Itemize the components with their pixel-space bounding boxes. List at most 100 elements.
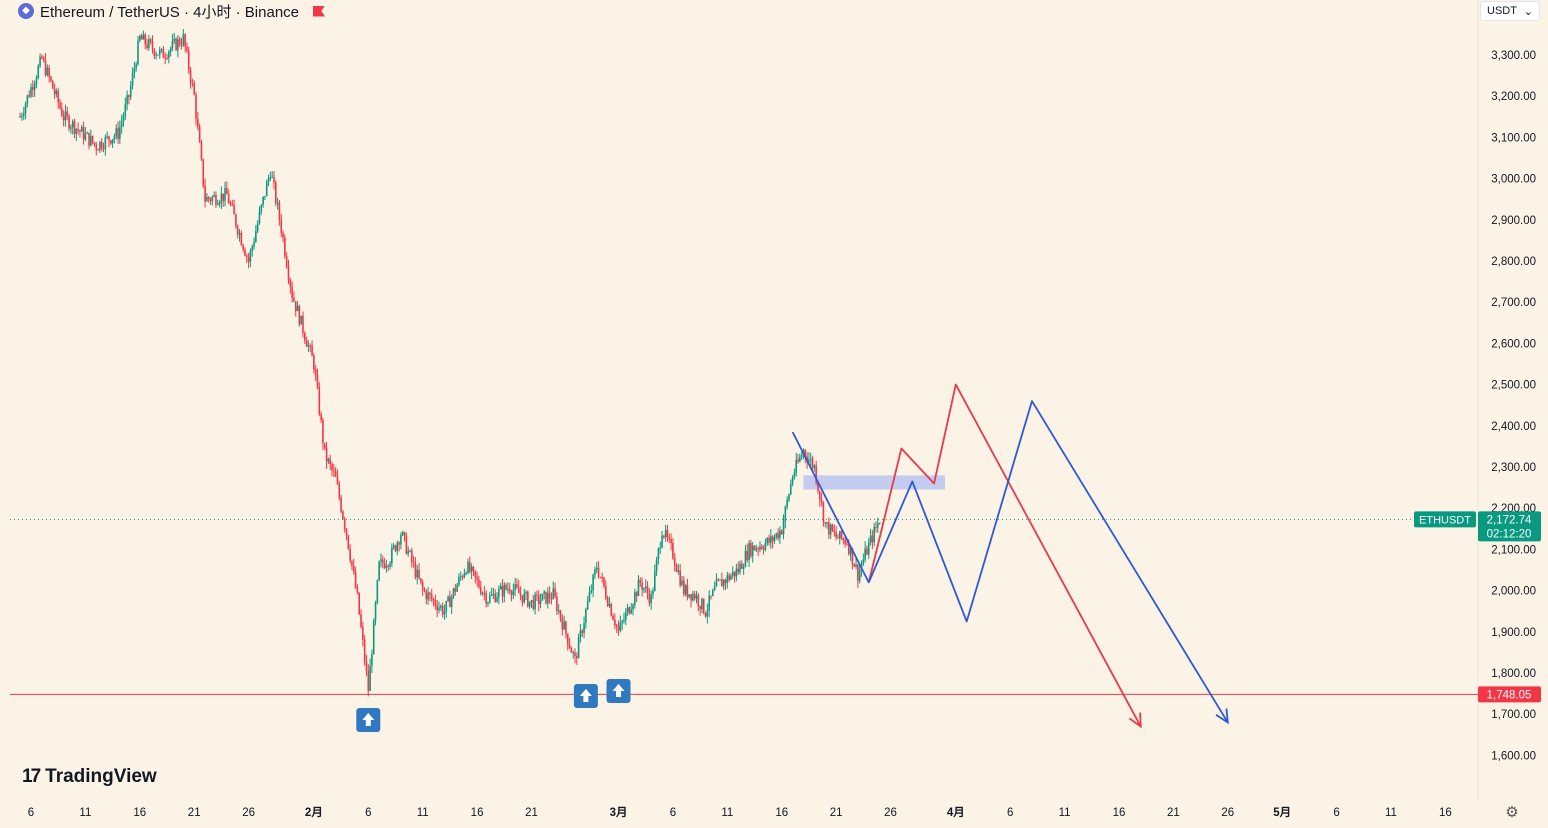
candle-body[interactable] [474, 570, 477, 578]
candle-body[interactable] [189, 69, 192, 83]
candle-body[interactable] [372, 620, 375, 655]
candle-body[interactable] [485, 593, 487, 604]
candle-body[interactable] [120, 121, 123, 128]
candle-body[interactable] [360, 614, 362, 628]
candle-body[interactable] [93, 142, 96, 145]
candle-body[interactable] [773, 537, 776, 542]
candle-body[interactable] [392, 545, 395, 548]
candle-body[interactable] [663, 535, 665, 538]
candle-body[interactable] [683, 580, 685, 595]
candle-body[interactable] [684, 585, 687, 595]
candle-body[interactable] [586, 601, 589, 610]
candle-body[interactable] [612, 615, 614, 620]
candle-body[interactable] [641, 582, 643, 590]
candle-body[interactable] [831, 524, 834, 531]
candle-body[interactable] [476, 577, 478, 580]
candle-body[interactable] [207, 197, 210, 200]
candle-body[interactable] [162, 49, 165, 58]
candle-body[interactable] [296, 306, 299, 312]
candle-body[interactable] [820, 499, 823, 503]
candle-body[interactable] [289, 279, 292, 287]
candle-body[interactable] [866, 548, 868, 555]
candle-body[interactable] [151, 41, 154, 50]
candle-body[interactable] [864, 548, 866, 560]
candle-body[interactable] [624, 612, 627, 620]
candle-body[interactable] [304, 333, 306, 341]
candle-body[interactable] [278, 202, 281, 220]
candle-body[interactable] [320, 414, 322, 421]
candle-body[interactable] [420, 578, 422, 583]
candle-body[interactable] [21, 115, 23, 117]
candle-body[interactable] [532, 600, 535, 609]
candle-body[interactable] [760, 546, 763, 549]
candle-body[interactable] [779, 530, 781, 539]
candle-body[interactable] [276, 202, 279, 204]
candle-body[interactable] [706, 610, 709, 617]
candle-body[interactable] [570, 647, 573, 653]
candle-body[interactable] [461, 576, 464, 578]
candle-body[interactable] [846, 543, 848, 545]
candle-body[interactable] [164, 57, 166, 59]
candle-body[interactable] [340, 497, 342, 512]
candle-body[interactable] [574, 652, 576, 657]
candle-body[interactable] [385, 565, 388, 568]
candle-body[interactable] [537, 594, 540, 604]
candle-body[interactable] [269, 177, 272, 179]
candle-body[interactable] [19, 116, 21, 118]
candle-body[interactable] [445, 601, 448, 612]
candle-body[interactable] [249, 250, 252, 262]
candle-body[interactable] [458, 577, 460, 585]
candle-body[interactable] [86, 132, 89, 134]
candle-body[interactable] [235, 214, 237, 227]
candle-body[interactable] [440, 605, 442, 608]
candle-body[interactable] [617, 626, 620, 631]
candle-body[interactable] [115, 128, 118, 137]
candle-body[interactable] [284, 237, 286, 257]
candle-body[interactable] [481, 592, 484, 594]
candle-body[interactable] [342, 511, 344, 519]
candle-body[interactable] [719, 579, 721, 581]
candle-body[interactable] [742, 566, 745, 569]
candle-body[interactable] [309, 345, 312, 347]
candle-body[interactable] [541, 593, 544, 601]
candle-body[interactable] [735, 568, 738, 577]
candle-body[interactable] [222, 193, 225, 201]
candle-body[interactable] [358, 592, 361, 615]
candle-body[interactable] [157, 54, 159, 56]
candle-body[interactable] [849, 547, 852, 554]
candle-body[interactable] [759, 546, 761, 550]
candle-body[interactable] [721, 579, 723, 587]
candle-body[interactable] [576, 656, 578, 659]
candle-body[interactable] [519, 593, 522, 596]
candle-body[interactable] [352, 565, 355, 572]
candle-body[interactable] [412, 561, 415, 563]
candle-body[interactable] [70, 127, 72, 129]
candle-body[interactable] [766, 538, 769, 544]
candle-body[interactable] [556, 596, 558, 611]
candle-body[interactable] [804, 450, 807, 457]
candle-body[interactable] [699, 605, 701, 610]
candle-body[interactable] [400, 535, 402, 545]
candle-body[interactable] [844, 539, 846, 544]
candle-body[interactable] [84, 133, 87, 140]
candle-body[interactable] [88, 132, 90, 146]
candle-body[interactable] [407, 550, 409, 554]
candle-body[interactable] [517, 587, 520, 594]
candle-body[interactable] [394, 545, 397, 551]
candle-body[interactable] [91, 135, 94, 143]
candle-body[interactable] [479, 587, 482, 594]
candle-body[interactable] [784, 506, 787, 522]
symbol-header[interactable]: ◆ Ethereum / TetherUS · 4小时 · Binance [18, 1, 325, 21]
candle-body[interactable] [432, 599, 435, 601]
candle-body[interactable] [599, 576, 602, 578]
candle-body[interactable] [327, 459, 330, 462]
candle-body[interactable] [376, 580, 379, 603]
candle-body[interactable] [73, 121, 76, 134]
candle-body[interactable] [131, 73, 134, 86]
candle-body[interactable] [559, 610, 562, 619]
candle-body[interactable] [95, 144, 98, 150]
candle-body[interactable] [753, 545, 756, 551]
candle-body[interactable] [809, 458, 812, 460]
candle-body[interactable] [838, 531, 841, 539]
candle-body[interactable] [527, 591, 529, 607]
